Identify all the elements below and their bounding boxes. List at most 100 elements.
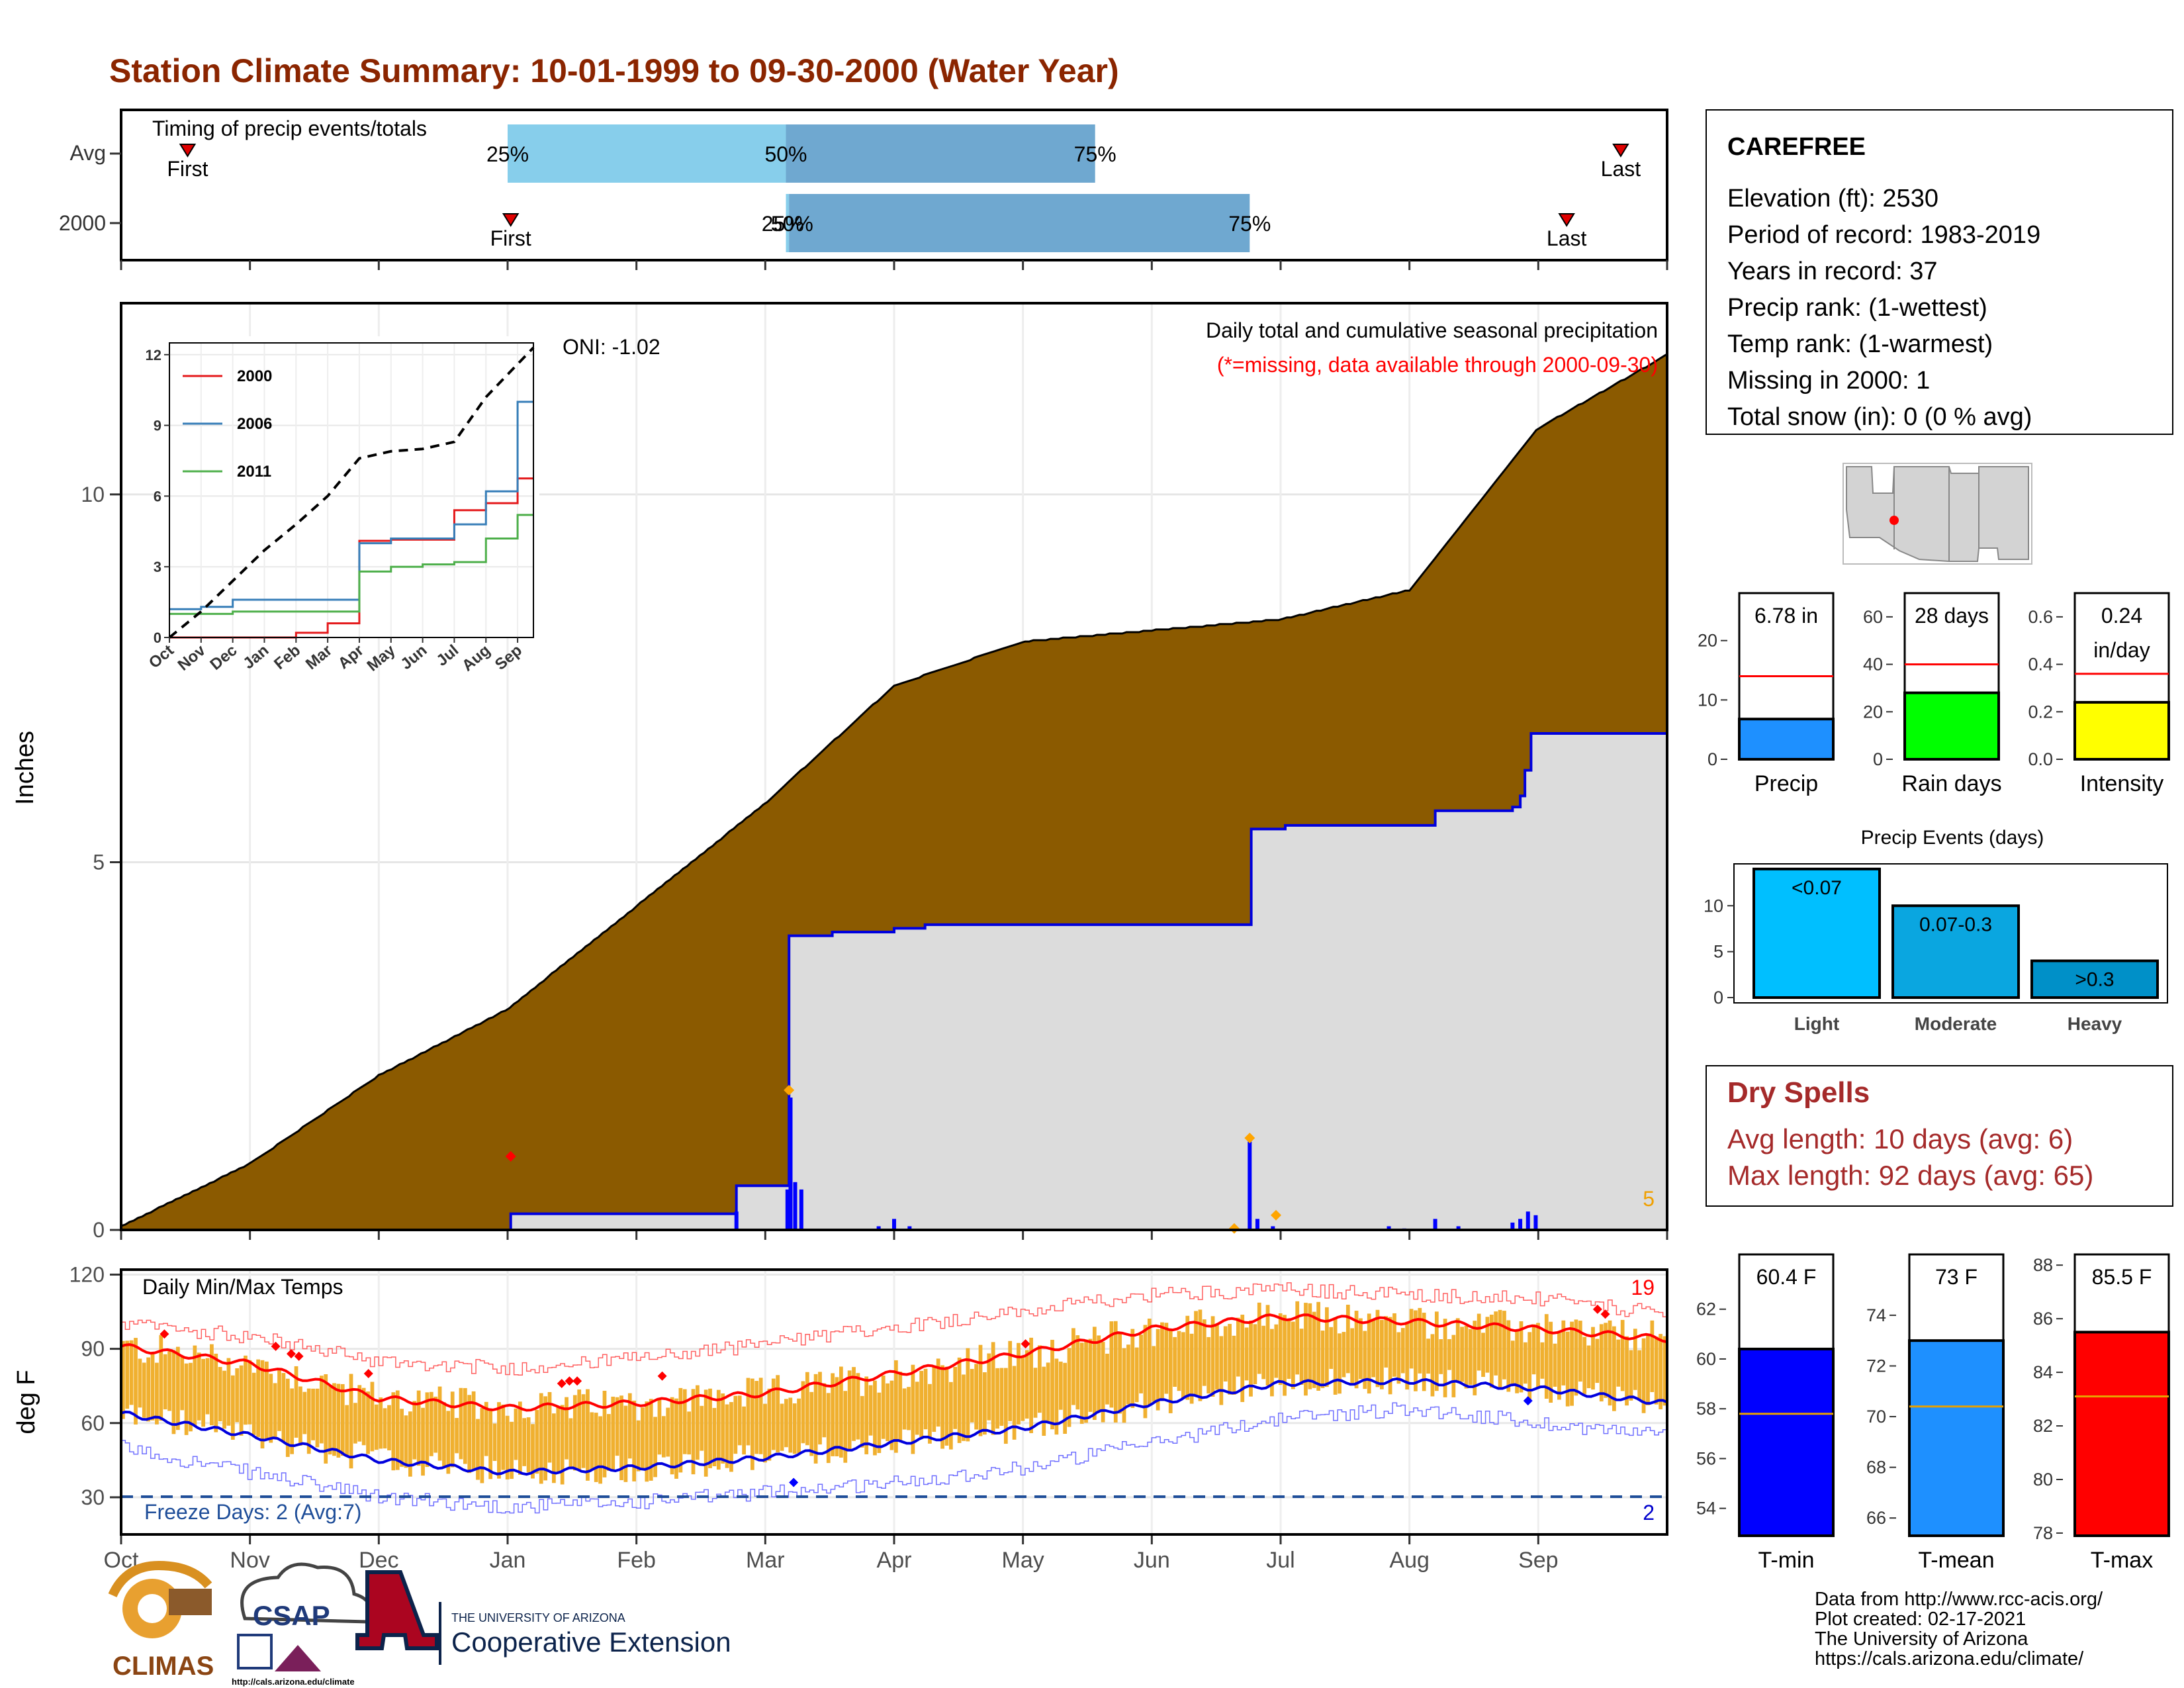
daily-temp-bar <box>416 1390 421 1466</box>
rain-days-bar: 0 20 40 60 28 days Rain days <box>1863 592 2002 796</box>
daily-temp-bar <box>801 1381 805 1444</box>
daily-temp-bar <box>627 1393 632 1459</box>
daily-temp-bar <box>1325 1307 1329 1387</box>
daily-temp-bar <box>1270 1329 1274 1397</box>
daily-temp-bar <box>214 1353 218 1432</box>
daily-temp-bar <box>290 1388 295 1454</box>
daily-temp-bar <box>678 1387 683 1473</box>
daily-temp-bar <box>1198 1309 1203 1401</box>
daily-temp-bar <box>1185 1315 1190 1400</box>
daily-temp-bar <box>189 1362 193 1432</box>
daily-temp-bar <box>421 1407 425 1476</box>
bar-label: 28 days <box>1915 604 1989 628</box>
bar-label: 6.78 in <box>1754 604 1818 628</box>
daily-temp-bar <box>1265 1305 1270 1385</box>
daily-temp-bar <box>218 1366 222 1422</box>
daily-temp-bar <box>1274 1324 1279 1378</box>
daily-temp-bar <box>298 1386 302 1446</box>
daily-temp-bar <box>1257 1302 1261 1374</box>
daily-temp-bar <box>653 1417 657 1477</box>
daily-temp-bar <box>134 1338 138 1425</box>
daily-temp-bar <box>1295 1301 1300 1375</box>
daily-temp-bar <box>940 1365 944 1449</box>
daily-temp-bar <box>1430 1334 1435 1397</box>
daily-temp-bar <box>586 1389 590 1481</box>
daily-temp-bar <box>1439 1339 1443 1374</box>
daily-temp-bar <box>594 1413 598 1482</box>
bar-label: 85.5 F <box>2092 1265 2152 1289</box>
tick-label: 0 <box>1707 749 1717 769</box>
daily-temp-bar <box>1067 1348 1071 1427</box>
daily-temp-bar <box>518 1401 522 1475</box>
daily-temp-bar <box>543 1396 547 1481</box>
daily-temp-bar <box>383 1408 387 1449</box>
daily-temp-bar <box>835 1377 839 1456</box>
daily-temp-bar <box>248 1360 252 1425</box>
bar-name: Intensity <box>2080 771 2164 796</box>
daily-temp-bar <box>121 1340 125 1419</box>
daily-temp-bar <box>1164 1323 1169 1394</box>
tick-label: 56 <box>1696 1448 1716 1468</box>
daily-temp-bar <box>1477 1313 1481 1371</box>
daily-temp-bar <box>1434 1311 1439 1391</box>
temp-ytick-label: 30 <box>81 1485 105 1509</box>
record-high-marker <box>294 1351 304 1361</box>
daily-temp-bar <box>1570 1321 1574 1406</box>
daily-temp-bar <box>818 1372 822 1445</box>
daily-temp-bar <box>285 1378 290 1457</box>
daily-temp-bar <box>167 1351 171 1411</box>
daily-temp-bar <box>125 1340 130 1409</box>
tick-label: 70 <box>1866 1407 1886 1427</box>
daily-temp-bar <box>1342 1332 1346 1378</box>
daily-temp-bar <box>395 1390 400 1470</box>
intensity-bar: 0.0 0.2 0.4 0.6 0.24 in/day Intensity <box>2028 592 2170 796</box>
daily-temp-bar <box>324 1374 328 1464</box>
daily-temp-bar <box>1003 1368 1008 1444</box>
daily-temp-bar <box>641 1407 645 1468</box>
bar-value <box>1908 1339 2005 1537</box>
daily-temp-bar <box>163 1354 167 1410</box>
daily-temp-bar <box>1612 1326 1616 1411</box>
daily-temp-bar <box>1024 1350 1029 1419</box>
daily-temp-bar <box>201 1358 206 1427</box>
daily-temp-bar <box>1523 1342 1527 1384</box>
daily-temp-bar <box>1473 1321 1477 1395</box>
daily-temp-bar <box>1350 1328 1355 1385</box>
daily-temp-bar <box>1333 1317 1338 1395</box>
daily-temp-bar <box>864 1376 869 1454</box>
timing-label: Timing of precip events/totals <box>152 117 427 140</box>
daily-temp-bar <box>1097 1335 1101 1412</box>
daily-temp-bar <box>1527 1332 1532 1400</box>
record-high-marker <box>363 1369 373 1379</box>
daily-temp-bar <box>1240 1315 1245 1402</box>
daily-temp-bar <box>831 1373 835 1456</box>
daily-temp-bar <box>860 1395 864 1448</box>
tick-label: 0.2 <box>2028 702 2053 722</box>
precip-caption: Daily total and cumulative seasonal prec… <box>1206 318 1658 342</box>
daily-temp-bar <box>1244 1327 1249 1381</box>
tick-label: 86 <box>2033 1309 2053 1329</box>
daily-temp-bar <box>1228 1323 1232 1395</box>
events-bar-light <box>1752 867 1881 1000</box>
daily-temp-bar <box>670 1397 674 1475</box>
csap-url: http://cals.arizona.edu/climate <box>232 1677 355 1687</box>
precip-ylabel: Inches <box>11 731 39 805</box>
daily-temp-bar <box>797 1398 801 1454</box>
daily-temp-bar <box>645 1401 649 1482</box>
daily-temp-bar <box>205 1358 210 1415</box>
daily-temp-bar <box>962 1374 966 1441</box>
daily-temp-bar <box>193 1345 197 1427</box>
daily-temp-bar <box>180 1357 185 1411</box>
daily-temp-bar <box>1354 1311 1359 1389</box>
year-cumulative-line <box>121 732 1667 1231</box>
daily-temp-bar <box>1464 1325 1469 1389</box>
daily-temp-bar <box>602 1391 607 1477</box>
daily-temp-bar <box>1659 1334 1662 1409</box>
daily-temp-bar <box>577 1389 582 1471</box>
bar-value <box>1903 691 2000 761</box>
daily-temp-bar <box>666 1407 670 1457</box>
daily-temp-bar <box>1371 1319 1375 1378</box>
daily-temp-bar <box>1152 1346 1156 1402</box>
